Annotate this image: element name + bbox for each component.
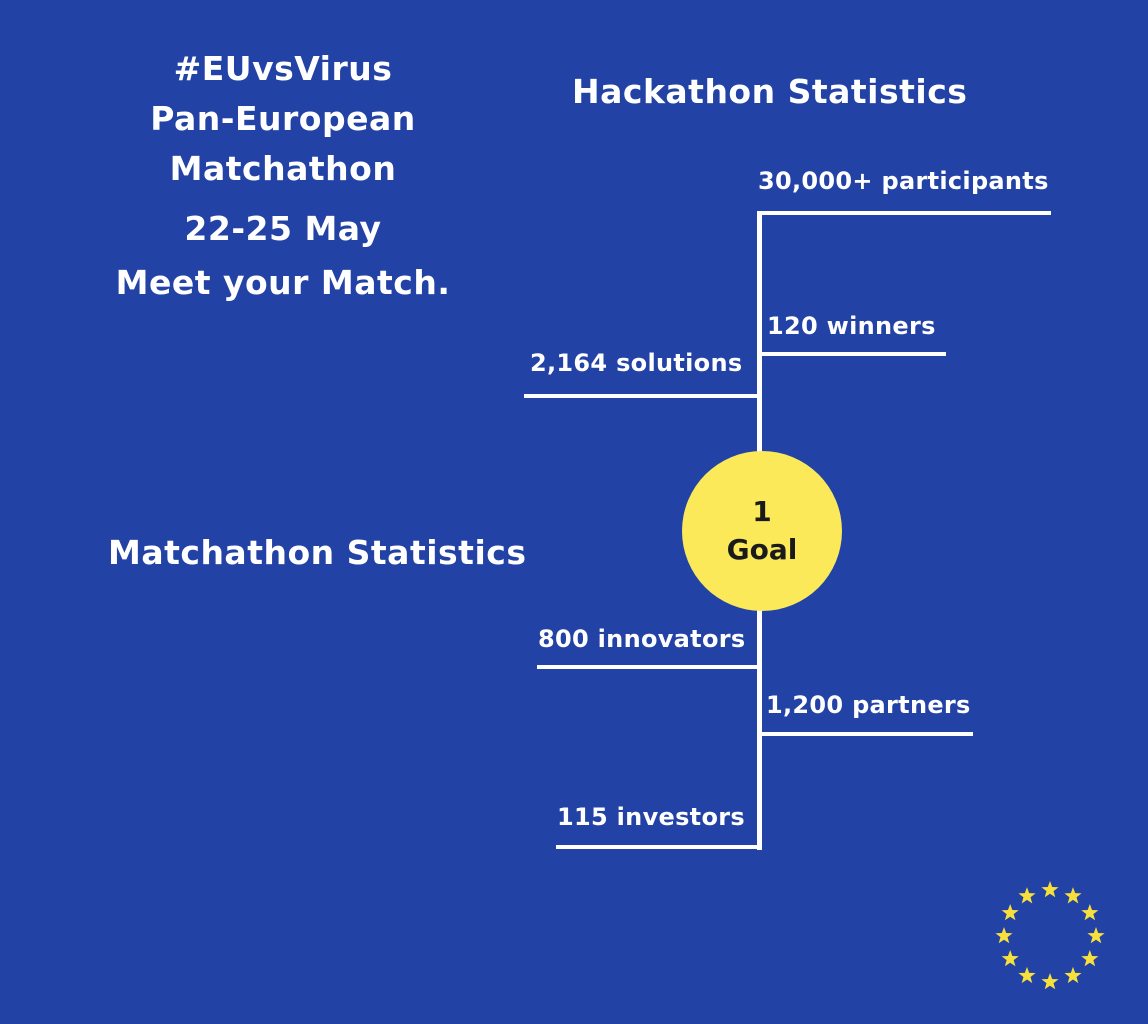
innovators-stat: 800 innovators <box>538 625 746 653</box>
goal-number: 1 <box>752 495 772 528</box>
eu-star-icon <box>1087 927 1105 944</box>
partners-branch-line <box>757 732 973 736</box>
partners-stat: 1,200 partners <box>766 691 971 719</box>
event-tagline: Meet your Match. <box>115 263 451 302</box>
event-title-block: #EUvsVirus Pan-European Matchathon 22-25… <box>80 44 486 308</box>
matchathon-statistics-heading: Matchathon Statistics <box>108 533 527 572</box>
investors-branch-line <box>556 845 762 849</box>
eu-star-icon <box>1081 950 1099 967</box>
lower-spine-line <box>757 610 762 850</box>
investors-stat: 115 investors <box>557 803 745 831</box>
eu-star-icon <box>1001 950 1019 967</box>
event-title-line-3: Matchathon <box>169 149 397 188</box>
eu-star-icon <box>1018 887 1036 904</box>
eu-star-icon <box>1081 904 1099 921</box>
eu-star-icon <box>1041 973 1059 990</box>
eu-star-icon <box>1018 966 1036 984</box>
innovators-branch-line <box>537 665 762 669</box>
eu-star-icon <box>1001 904 1019 921</box>
participants-branch-line <box>757 211 1051 215</box>
winners-branch-line <box>757 352 946 356</box>
solutions-stat: 2,164 solutions <box>530 349 743 377</box>
event-title-line-2: Pan-European <box>150 99 416 138</box>
event-dates: 22-25 May <box>184 209 382 248</box>
goal-circle: 1 Goal <box>682 451 842 611</box>
winners-stat: 120 winners <box>767 312 936 340</box>
eu-star-icon <box>995 927 1013 944</box>
participants-stat: 30,000+ participants <box>758 167 1049 195</box>
eu-star-icon <box>1041 881 1059 898</box>
eu-star-icon <box>1064 887 1082 904</box>
hackathon-statistics-heading: Hackathon Statistics <box>572 72 968 111</box>
solutions-branch-line <box>524 394 762 398</box>
goal-label: Goal <box>726 533 798 566</box>
event-hashtag: #EUvsVirus <box>173 49 393 88</box>
eu-flag-stars-icon <box>995 881 1105 990</box>
upper-spine-line <box>757 211 762 453</box>
eu-star-icon <box>1064 966 1082 984</box>
